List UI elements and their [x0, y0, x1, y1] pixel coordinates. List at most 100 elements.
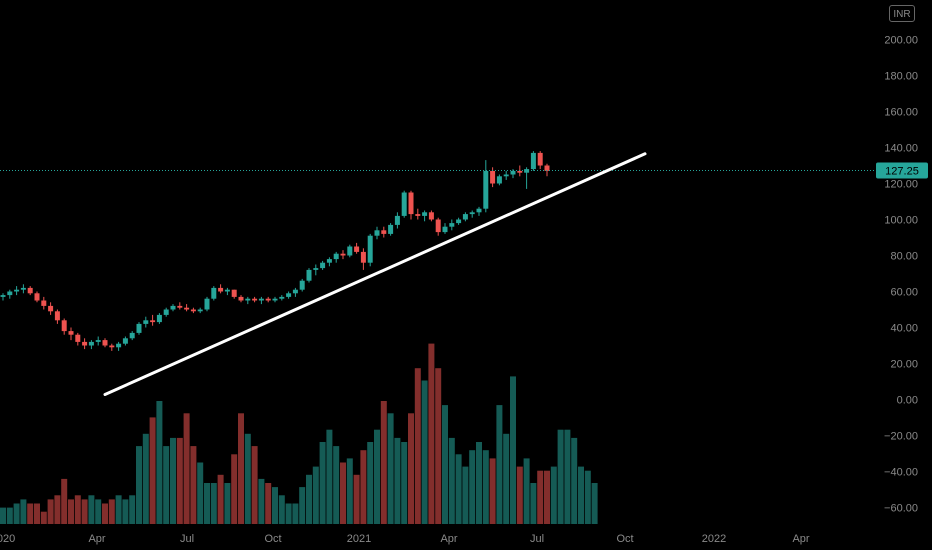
volume-bar	[47, 499, 54, 524]
volume-bar	[523, 458, 530, 524]
volume-bar	[353, 474, 360, 524]
candle-body	[272, 298, 278, 301]
volume-bar	[496, 405, 503, 524]
y-tick-label: 0.00	[897, 395, 918, 407]
x-tick-label: Apr	[88, 533, 105, 545]
volume-bar	[170, 437, 176, 524]
candle-body	[122, 338, 128, 344]
volume-bar	[20, 499, 27, 524]
candle-body	[163, 309, 169, 315]
volume-bar	[482, 450, 489, 524]
x-tick-label: Oct	[264, 533, 281, 545]
y-tick-label: 80.00	[890, 251, 918, 263]
candle-body	[456, 219, 462, 224]
candle-body	[245, 298, 251, 301]
volume-bar	[129, 495, 136, 524]
volume-bar	[340, 462, 346, 524]
candle-body	[320, 262, 326, 269]
candle-body	[517, 170, 523, 173]
volume-bar	[557, 429, 564, 524]
volume-bar	[401, 442, 408, 524]
candlesticks	[0, 151, 550, 351]
volume-bar	[312, 466, 319, 524]
candle-body	[218, 287, 224, 292]
candle-body	[0, 295, 6, 297]
volume-bar	[149, 417, 156, 524]
volume-bar	[346, 458, 353, 524]
volume-bars	[0, 343, 598, 524]
candle-body	[469, 212, 475, 215]
candle-body	[394, 215, 400, 225]
candle-body	[544, 165, 550, 171]
candle-body	[68, 331, 74, 335]
volume-bar	[142, 433, 149, 524]
candle-body	[367, 235, 373, 263]
volume-bar	[278, 495, 285, 524]
volume-bar	[367, 442, 374, 524]
volume-bar	[564, 429, 571, 524]
candle-body	[415, 214, 421, 216]
y-tick-label: 140.00	[884, 143, 918, 155]
candle-body	[360, 251, 366, 263]
candle-body	[503, 174, 509, 177]
volume-bar	[530, 483, 537, 524]
candle-body	[48, 305, 54, 312]
volume-bar	[428, 343, 435, 524]
y-tick-label: −20.00	[884, 431, 918, 443]
volume-bar	[210, 483, 217, 524]
y-tick-label: −40.00	[884, 467, 918, 479]
x-tick-label: 2022	[702, 533, 726, 545]
candle-body	[381, 230, 387, 234]
candle-body	[299, 280, 305, 290]
candle-body	[252, 298, 258, 301]
y-tick-label: 160.00	[884, 107, 918, 119]
volume-bar	[503, 433, 510, 524]
y-tick-label: −60.00	[884, 503, 918, 515]
volume-bar	[156, 401, 163, 524]
candle-body	[401, 192, 407, 216]
y-tick-label: 120.00	[884, 179, 918, 191]
volume-bar	[95, 499, 102, 524]
volume-bar	[299, 487, 306, 524]
volume-bar	[183, 413, 190, 524]
candle-body	[333, 253, 339, 260]
volume-bar	[516, 466, 523, 524]
candle-body	[354, 246, 360, 252]
trendline[interactable]	[103, 152, 647, 396]
volume-bar	[81, 499, 88, 524]
candle-body	[374, 230, 380, 236]
last-price-label: 127.25	[885, 165, 919, 177]
candle-body	[449, 223, 455, 227]
time-axis[interactable]: 2020 Apr Jul Oct 2021 Apr Jul Oct 2022 Apr	[0, 533, 810, 545]
x-tick-label: Jul	[180, 533, 194, 545]
volume-bar	[374, 429, 380, 524]
x-tick-label: 2020	[0, 533, 15, 545]
volume-bar	[40, 511, 47, 524]
volume-bar	[584, 470, 591, 524]
candle-body	[483, 170, 489, 209]
volume-bar	[0, 507, 6, 524]
volume-bar	[476, 442, 482, 524]
volume-bar	[190, 446, 197, 524]
y-tick-label: 20.00	[890, 359, 918, 371]
candle-body	[170, 305, 176, 310]
candle-body	[313, 268, 319, 270]
candle-body	[326, 259, 332, 263]
volume-bar	[265, 483, 272, 524]
volume-bar	[326, 429, 333, 524]
price-axis[interactable]: 200.00 180.00 160.00 140.00 120.00 100.00 80.0…	[884, 35, 918, 515]
currency-badge[interactable]: INR	[889, 5, 915, 22]
candle-body	[292, 289, 298, 294]
volume-bar	[251, 446, 258, 524]
candle-body	[14, 289, 20, 292]
candle-body	[136, 323, 142, 333]
volume-bar	[34, 503, 40, 524]
candle-body	[109, 345, 115, 348]
candle-body	[238, 296, 244, 301]
volume-bar	[6, 507, 13, 524]
x-tick-label: Apr	[792, 533, 809, 545]
y-tick-label: 200.00	[884, 35, 918, 47]
candle-body	[129, 332, 135, 339]
candle-body	[27, 287, 33, 294]
